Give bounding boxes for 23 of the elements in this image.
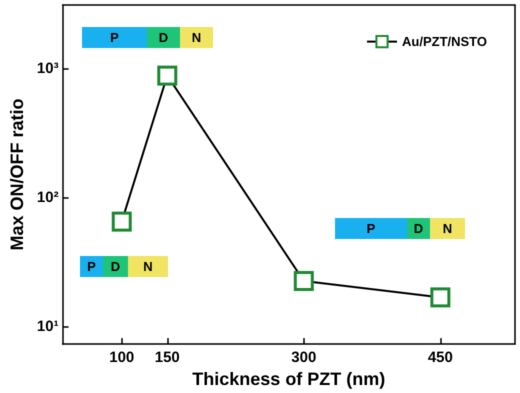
annotation: N <box>128 256 168 277</box>
point <box>112 212 132 232</box>
y-tick-label: 10² <box>36 188 59 206</box>
y-tick-label: 10¹ <box>36 318 59 335</box>
annotation: D <box>407 218 430 239</box>
annotation: D <box>147 27 180 48</box>
annotation: N <box>180 27 213 48</box>
point <box>430 287 450 308</box>
annotation: P <box>335 218 407 239</box>
x-tick-label: 100 <box>109 349 134 366</box>
annotation: P <box>82 27 147 48</box>
y-axis-title: Max ON/OFF ratio <box>7 98 27 251</box>
x-axis-title: Thickness of PZT (nm) <box>192 369 386 389</box>
annotation: N <box>430 218 465 239</box>
point <box>157 66 178 86</box>
x-tick-label: 150 <box>154 349 180 366</box>
annotation: D <box>103 256 128 277</box>
y-tick-label: 10³ <box>36 60 59 77</box>
annotation: P <box>80 256 103 277</box>
point <box>294 271 314 292</box>
legend-label: Au/PZT/NSTO <box>402 34 487 50</box>
x-tick-label: 450 <box>428 349 453 366</box>
x-tick-label: 300 <box>291 349 316 366</box>
